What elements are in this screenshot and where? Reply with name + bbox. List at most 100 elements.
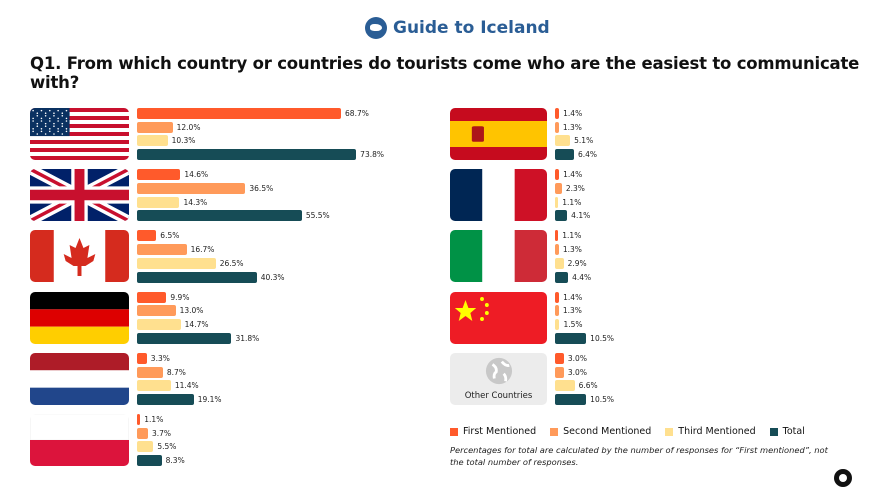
bar-nl-second: [137, 366, 163, 378]
bar-pl-second: [137, 427, 148, 439]
data-label: 9.9%: [170, 292, 190, 302]
flag-cn: [450, 291, 547, 344]
data-label: 12.0%: [176, 122, 201, 132]
data-label: 26.5%: [219, 258, 244, 268]
brand-logo[interactable]: Guide to Iceland: [365, 17, 550, 39]
data-label: 3.7%: [151, 428, 172, 438]
bar-nl-third: [137, 380, 171, 392]
data-label: 16.7%: [190, 245, 215, 255]
bar-gb-second: [137, 182, 246, 194]
data-label: 11.4%: [174, 381, 199, 391]
data-label: 3.0%: [567, 353, 587, 363]
legend-item-second: Second Mentioned: [550, 426, 651, 437]
bar-es-total: [555, 149, 574, 161]
bar-fr-first: [555, 169, 560, 181]
bar-globe-second: [555, 366, 564, 378]
data-label: 8.3%: [165, 456, 185, 466]
data-label: 4.4%: [572, 272, 592, 282]
bar-globe-total: [555, 393, 587, 405]
bar-us-total: [137, 149, 357, 161]
bar-fr-total: [555, 210, 568, 222]
data-label: 13.0%: [179, 306, 204, 316]
data-label: 1.5%: [563, 320, 583, 329]
bar-globe-third: [555, 380, 575, 392]
data-label: 19.1%: [197, 394, 222, 404]
flag-nl: [30, 352, 129, 405]
bar-it-third: [555, 257, 564, 269]
bar-us-second: [137, 121, 173, 133]
bar-it-first: [555, 230, 559, 242]
data-label: 14.7%: [184, 320, 209, 329]
bar-ca-third: [137, 257, 216, 269]
flag-fr: [450, 169, 547, 222]
bar-gb-total: [137, 210, 302, 222]
data-label: 68.7%: [345, 109, 369, 118]
chart-title: Q1. From which country or countries do t…: [30, 54, 860, 92]
data-label: 10.5%: [590, 394, 614, 404]
bar-ca-second: [137, 244, 187, 256]
data-label: 6.5%: [160, 231, 180, 241]
iceland-logo-icon: [365, 17, 387, 39]
bar-de-total: [137, 332, 232, 344]
legend-item-third: Third Mentioned: [665, 426, 756, 437]
data-label: 1.1%: [562, 197, 582, 207]
legend: First Mentioned Second Mentioned Third M…: [450, 426, 805, 437]
data-label: 10.3%: [171, 136, 196, 146]
data-label: 8.7%: [166, 367, 186, 377]
flag-globe: Other Countries: [450, 352, 547, 405]
data-label: 36.5%: [249, 183, 274, 193]
bar-cn-second: [555, 305, 559, 317]
bar-it-second: [555, 244, 559, 256]
bar-fr-third: [555, 196, 559, 208]
flag-gb: [30, 169, 129, 222]
data-label: 5.5%: [157, 442, 177, 452]
legend-item-total: Total: [769, 426, 805, 437]
data-label: 5.1%: [574, 136, 594, 146]
bar-gb-third: [137, 196, 180, 208]
legend-item-first: First Mentioned: [450, 426, 536, 437]
bar-cn-third: [555, 319, 560, 330]
data-label: 73.8%: [360, 150, 384, 160]
bar-pl-third: [137, 441, 154, 453]
bar-nl-first: [137, 352, 147, 364]
data-label: 4.1%: [571, 211, 591, 221]
data-label: 6.4%: [578, 150, 598, 160]
data-label: 55.5%: [305, 211, 330, 221]
flag-pl: [30, 414, 129, 466]
globe-icon: [485, 357, 512, 384]
data-label: 40.3%: [260, 272, 285, 282]
flag-ca: [30, 230, 129, 283]
bar-pl-total: [137, 455, 162, 467]
bar-fr-second: [555, 182, 562, 194]
bar-gb-first: [137, 169, 181, 181]
brand-name: Guide to Iceland: [393, 18, 550, 38]
data-label: 1.1%: [562, 231, 582, 241]
bar-us-third: [137, 135, 168, 147]
bar-pl-first: [137, 414, 141, 425]
data-label: 14.3%: [183, 197, 208, 207]
bar-es-second: [555, 121, 559, 133]
footnote: Percentages for total are calculated by …: [450, 445, 828, 467]
flag-label: Other Countries: [464, 390, 533, 401]
bar-es-first: [555, 108, 560, 119]
data-label: 2.9%: [567, 258, 587, 268]
data-label: 1.3%: [562, 245, 582, 255]
data-label: 3.0%: [567, 367, 587, 377]
bar-de-first: [137, 291, 167, 303]
data-label: 1.3%: [562, 122, 582, 132]
bar-cn-total: [555, 332, 587, 344]
bar-nl-total: [137, 393, 194, 405]
bar-globe-first: [555, 352, 564, 364]
data-label: 1.4%: [563, 170, 583, 180]
bar-it-total: [555, 271, 569, 283]
data-label: 3.3%: [150, 353, 170, 363]
data-label: 1.4%: [563, 292, 583, 302]
data-label: 2.3%: [565, 183, 585, 193]
corner-logo-icon[interactable]: [834, 469, 852, 487]
data-label: 1.3%: [562, 306, 582, 316]
data-label: 1.4%: [563, 109, 583, 118]
flag-de: [30, 291, 129, 344]
flag-us: [30, 108, 129, 160]
bar-de-second: [137, 305, 176, 317]
